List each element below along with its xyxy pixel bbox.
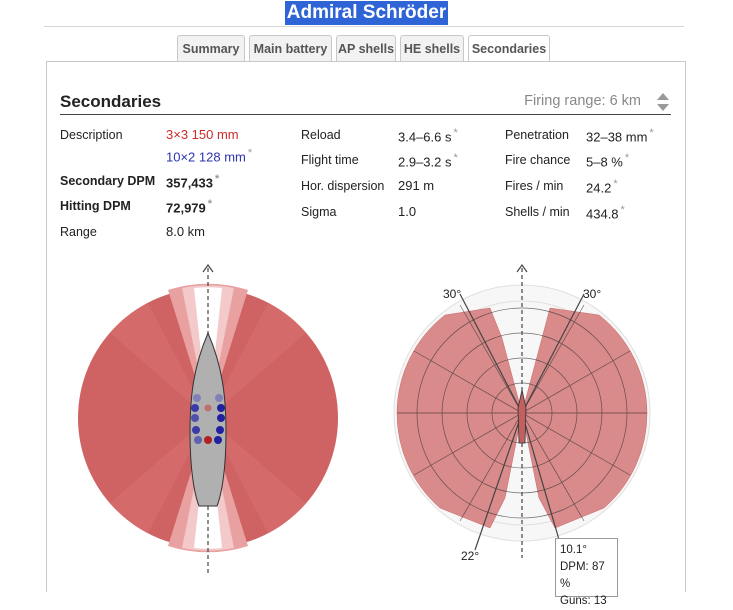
shells-min-label: Shells / min: [505, 205, 570, 219]
description-line-1: 3×3 150 mm: [166, 127, 239, 142]
flight-time-asterisk: *: [453, 152, 458, 164]
secondary-dpm-number: 357,433: [166, 175, 213, 191]
penetration-label: Penetration: [505, 128, 569, 142]
ship-silhouette: [517, 389, 527, 444]
fires-min-label: Fires / min: [505, 179, 564, 193]
description-line-2: 10×2 128 mm *: [166, 147, 252, 164]
page-title: Admiral Schröder: [284, 1, 449, 25]
hor-dispersion-label: Hor. dispersion: [301, 179, 385, 193]
angle-label-right-top: 30°: [583, 287, 601, 301]
sigma-value: 1.0: [398, 204, 417, 219]
section-divider: [60, 114, 671, 115]
description-asterisk: *: [247, 147, 253, 159]
firing-range: Firing range: 6 km: [524, 93, 641, 109]
tab-summary[interactable]: Summary: [177, 35, 245, 62]
description-150mm: 3×3 150 mm: [166, 127, 239, 142]
reload-label: Reload: [301, 128, 341, 142]
secondary-dpm-value: 357,433 *: [166, 173, 219, 190]
dpm-coverage-area: [396, 307, 648, 529]
hitting-dpm-label: Hitting DPM: [60, 199, 131, 213]
ship-hull: [189, 331, 227, 507]
title-divider: [44, 26, 684, 27]
title-bar: Admiral Schröder: [0, 0, 733, 26]
hitting-dpm-value: 72,979 *: [166, 198, 212, 215]
firing-range-spinner-icon[interactable]: [656, 91, 670, 113]
angle-label-left-top: 30°: [443, 287, 461, 301]
fire-chance-number: 5–8 %: [586, 154, 623, 170]
tab-main-battery[interactable]: Main battery: [249, 35, 332, 62]
tooltip-guns: Guns: 13: [560, 595, 607, 607]
range-value: 8.0 km: [166, 224, 206, 239]
sigma-label: Sigma: [301, 205, 337, 219]
section-title: Secondaries: [60, 92, 162, 111]
range-label: Range: [60, 225, 97, 239]
flight-time-number: 2.9–3.2 s: [398, 154, 452, 170]
secondary-dpm-label: Secondary DPM: [60, 174, 156, 188]
tab-ap-shells[interactable]: AP shells: [336, 35, 396, 62]
tab-secondaries[interactable]: Secondaries: [468, 35, 550, 63]
fire-chance-label: Fire chance: [505, 153, 571, 167]
secondary-dpm-asterisk: *: [215, 173, 220, 185]
hitting-dpm-asterisk: *: [207, 198, 213, 210]
fires-min-value: 24.2 *: [586, 178, 618, 195]
fires-min-number: 24.2: [586, 180, 612, 196]
reload-asterisk: *: [453, 127, 458, 139]
penetration-value: 32–38 mm *: [586, 127, 654, 144]
firing-range-label: Firing range:: [524, 93, 606, 109]
angle-tooltip: 10.1° DPM: 87 % Guns: 13: [555, 538, 618, 607]
shells-min-value: 434.8 *: [586, 204, 625, 221]
secondary-turrets: [191, 394, 225, 444]
tooltip-dpm: DPM: 87 %: [560, 561, 605, 590]
polar-dpm-diagram: 30° 30° 22°: [393, 263, 651, 563]
hor-dispersion-value: 291 m: [398, 178, 435, 193]
flight-time-label: Flight time: [301, 153, 359, 167]
fires-min-asterisk: *: [613, 178, 618, 190]
reload-number: 3.4–6.6 s: [398, 129, 452, 145]
tooltip-angle: 10.1°: [560, 544, 587, 556]
angle-label-left-bottom: 22°: [461, 549, 479, 563]
fire-chance-asterisk: *: [624, 152, 630, 164]
flight-time-value: 2.9–3.2 s *: [398, 152, 458, 169]
fire-chance-value: 5–8 % *: [586, 152, 629, 169]
firing-arc-diagram: [78, 263, 338, 574]
shells-min-number: 434.8: [586, 206, 619, 222]
penetration-asterisk: *: [649, 127, 654, 139]
reload-value: 3.4–6.6 s *: [398, 127, 458, 144]
penetration-number: 32–38 mm: [586, 129, 648, 145]
tab-bar: Summary Main battery AP shells HE shells…: [177, 35, 554, 63]
description-label: Description: [60, 128, 123, 142]
description-128mm: 10×2 128 mm: [166, 149, 246, 165]
shells-min-asterisk: *: [620, 204, 625, 216]
tab-he-shells[interactable]: HE shells: [400, 35, 464, 62]
hitting-dpm-number: 72,979: [166, 200, 206, 216]
firing-range-value: 6 km: [609, 93, 641, 109]
